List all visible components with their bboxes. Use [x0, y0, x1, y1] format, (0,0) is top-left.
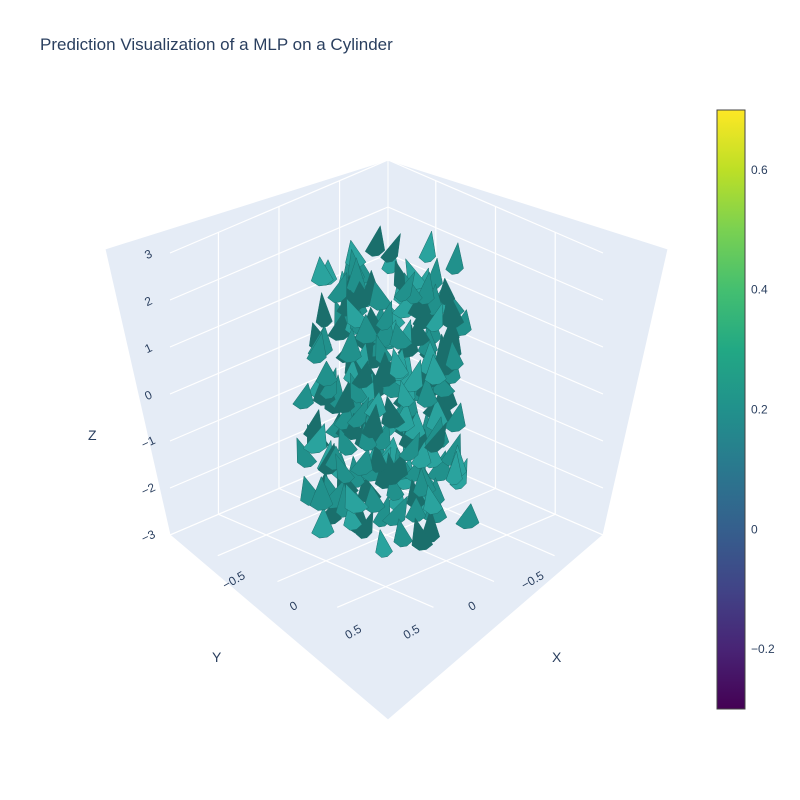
- chart-title: Prediction Visualization of a MLP on a C…: [40, 35, 393, 54]
- z-tick-label: −3: [139, 527, 158, 546]
- colorbar-tick-label: 0.2: [751, 403, 768, 417]
- cone-mark: [424, 353, 447, 386]
- cone-mark: [380, 232, 401, 263]
- cone-mark: [375, 528, 393, 558]
- cone-mark: [398, 431, 420, 462]
- cone-mark: [310, 256, 334, 287]
- cone-mark: [389, 322, 413, 350]
- colorbar-tick-label: 0.4: [751, 283, 768, 297]
- cone-mark: [346, 396, 370, 429]
- cone-mark: [397, 379, 415, 408]
- z-tick-label: −2: [139, 480, 158, 499]
- cone-mark: [361, 403, 384, 439]
- cone-mark: [354, 313, 380, 344]
- z-gridline: [169, 159, 604, 254]
- y-floor-gridline: [218, 513, 434, 608]
- cone-mark: [364, 225, 386, 257]
- cone-mark: [335, 452, 355, 484]
- colorbar-tick-label: 0: [751, 522, 758, 536]
- cone-mark: [418, 230, 436, 263]
- cone-mark: [338, 327, 362, 363]
- cone-mark: [381, 495, 408, 527]
- cone-field: [292, 225, 480, 558]
- cone-mark: [443, 402, 466, 433]
- cone-mark: [292, 382, 314, 410]
- cone-mark: [445, 241, 464, 275]
- cone-mark: [344, 483, 369, 514]
- x-axis-title: X: [552, 649, 562, 665]
- cone-mark: [416, 375, 438, 408]
- cone-mark: [349, 447, 373, 476]
- cone-mark: [309, 475, 334, 511]
- cone-mark: [343, 503, 363, 531]
- cone-mark: [424, 421, 447, 453]
- cone-mark: [402, 359, 423, 393]
- cone-mark: [455, 503, 480, 530]
- colorbar-ticks: −0.2 0 0.2 0.4 0.6: [751, 163, 775, 656]
- cone-mark: [369, 280, 393, 311]
- cone-mark: [389, 347, 410, 380]
- cone-mark: [425, 301, 444, 333]
- z-gridline: [169, 206, 604, 301]
- cone-mark: [393, 270, 416, 302]
- z-tick-label: −1: [139, 433, 158, 452]
- cone-mark: [445, 450, 463, 486]
- cone-mark: [334, 381, 355, 414]
- z-axis-title: Z: [88, 427, 97, 443]
- cone-mark: [423, 484, 444, 515]
- cone-mark: [296, 437, 318, 468]
- cone-mark: [302, 422, 327, 454]
- y-axis-title: Y: [212, 649, 222, 665]
- cone-mark: [351, 359, 373, 389]
- cone-mark: [311, 506, 335, 539]
- cone-mark: [327, 271, 348, 304]
- cone-mark: [372, 421, 391, 451]
- colorbar: −0.2 0 0.2 0.4 0.6: [716, 109, 775, 710]
- colorbar-tick-label: 0.6: [751, 163, 768, 177]
- cone-mark: [315, 360, 338, 387]
- x-floor-gridline: [336, 513, 556, 608]
- cone-mark: [381, 395, 406, 429]
- cone-mark: [375, 299, 393, 331]
- cone-mark: [338, 426, 358, 456]
- cone-mark: [306, 332, 327, 364]
- cone-mark: [407, 288, 432, 319]
- cone-mark: [445, 340, 464, 371]
- colorbar-tick-label: −0.2: [751, 642, 775, 656]
- cone-mark: [355, 509, 374, 539]
- cone-mark: [393, 518, 413, 548]
- colorbar-gradient: [716, 109, 746, 710]
- cone-mark: [383, 451, 402, 486]
- cone-mark: [349, 280, 373, 309]
